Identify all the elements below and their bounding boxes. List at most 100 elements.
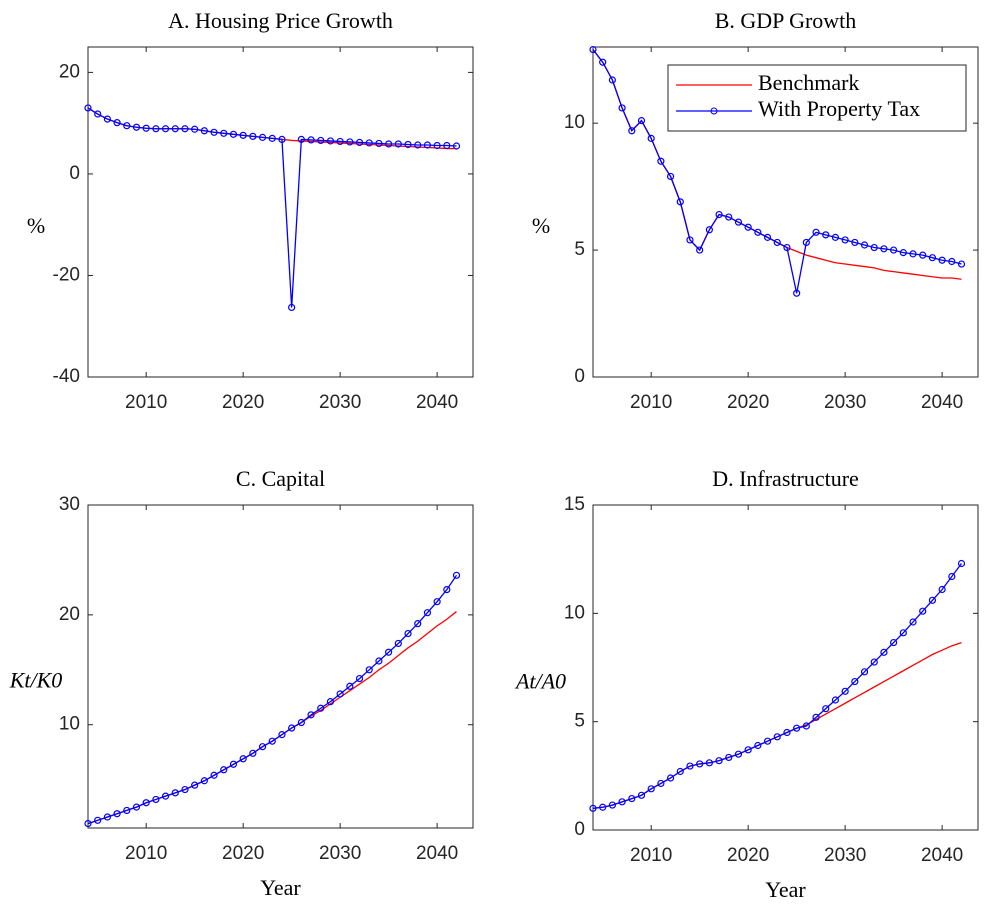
data-point xyxy=(84,104,92,112)
data-point xyxy=(220,129,228,137)
data-point xyxy=(288,303,296,312)
data-point xyxy=(831,696,840,704)
data-point xyxy=(200,127,208,135)
data-point xyxy=(355,674,364,683)
y-tick-label: 10 xyxy=(564,112,585,133)
data-point xyxy=(171,125,179,133)
data-point xyxy=(152,125,160,133)
data-point xyxy=(599,803,607,811)
data-point xyxy=(123,122,131,130)
data-point xyxy=(948,572,956,581)
data-point xyxy=(715,210,723,219)
data-point xyxy=(258,133,267,141)
data-point xyxy=(618,104,626,112)
data-point xyxy=(831,233,840,241)
data-point xyxy=(142,799,150,807)
data-point xyxy=(365,139,373,147)
data-point xyxy=(94,110,102,118)
data-point xyxy=(326,698,335,706)
data-point xyxy=(618,798,626,806)
x-tick-label: 2030 xyxy=(319,843,361,864)
data-point xyxy=(589,804,597,812)
data-point xyxy=(773,238,781,247)
legend-label: Benchmark xyxy=(758,70,859,95)
x-tick-label: 2040 xyxy=(921,845,963,866)
y-tick-label: 20 xyxy=(59,61,80,82)
data-point xyxy=(705,759,713,767)
y-tick-label: 0 xyxy=(69,163,80,184)
data-point xyxy=(317,704,325,712)
data-point xyxy=(860,241,869,249)
y-tick-label: 10 xyxy=(59,714,80,735)
data-point xyxy=(647,785,655,793)
data-point xyxy=(938,256,946,264)
data-point xyxy=(822,231,830,239)
data-point xyxy=(686,762,694,770)
data-point xyxy=(938,585,946,594)
plot-area xyxy=(87,46,474,378)
data-point xyxy=(696,246,704,254)
x-axis-label: Year xyxy=(765,877,806,902)
data-point xyxy=(103,813,111,821)
data-point xyxy=(385,140,393,148)
data-point xyxy=(957,260,966,268)
plot-area xyxy=(592,504,979,831)
data-point xyxy=(103,115,111,123)
data-point xyxy=(909,250,917,258)
y-tick-label: 30 xyxy=(59,494,80,515)
y-axis-label: % xyxy=(532,213,550,238)
data-point xyxy=(841,236,849,244)
data-point xyxy=(666,172,675,181)
data-point xyxy=(307,711,315,719)
data-point xyxy=(297,135,305,143)
data-point xyxy=(744,223,752,231)
data-point xyxy=(957,559,966,568)
data-point xyxy=(414,620,422,628)
y-tick-label: 15 xyxy=(564,494,585,515)
data-point xyxy=(132,123,141,131)
data-point xyxy=(161,125,170,133)
data-point xyxy=(599,58,607,66)
data-point xyxy=(210,771,218,779)
data-point xyxy=(812,713,820,721)
y-axis-label: % xyxy=(27,213,45,238)
data-point xyxy=(773,733,781,741)
data-point xyxy=(268,134,276,142)
data-point xyxy=(181,125,189,133)
data-point xyxy=(365,666,373,674)
data-point xyxy=(307,136,315,144)
data-point xyxy=(171,789,179,797)
data-point xyxy=(346,138,354,146)
data-point xyxy=(657,779,665,788)
data-point xyxy=(375,139,383,148)
data-point xyxy=(336,690,344,698)
y-tick-label: -20 xyxy=(53,264,80,285)
data-point xyxy=(152,795,160,804)
x-tick-label: 2040 xyxy=(416,392,458,413)
data-point xyxy=(851,677,859,686)
data-point xyxy=(608,76,616,84)
data-point xyxy=(870,243,878,252)
x-tick-label: 2020 xyxy=(727,392,769,413)
data-point xyxy=(94,816,102,824)
data-point xyxy=(452,142,461,150)
data-point xyxy=(744,746,752,754)
data-point xyxy=(919,251,927,259)
data-point xyxy=(452,571,461,579)
data-point xyxy=(278,135,286,143)
data-point xyxy=(754,228,762,236)
data-point xyxy=(657,157,665,165)
data-point xyxy=(385,648,393,656)
x-tick-label: 2020 xyxy=(222,843,264,864)
data-point xyxy=(802,722,810,730)
data-point xyxy=(928,596,937,604)
y-axis-label: At/A0 xyxy=(514,669,566,694)
data-point xyxy=(336,137,344,146)
x-axis-label: Year xyxy=(260,875,301,900)
plot-area xyxy=(87,504,474,829)
x-tick-label: 2040 xyxy=(416,843,458,864)
data-point xyxy=(132,803,141,811)
data-point xyxy=(191,781,199,789)
data-point xyxy=(589,45,597,54)
